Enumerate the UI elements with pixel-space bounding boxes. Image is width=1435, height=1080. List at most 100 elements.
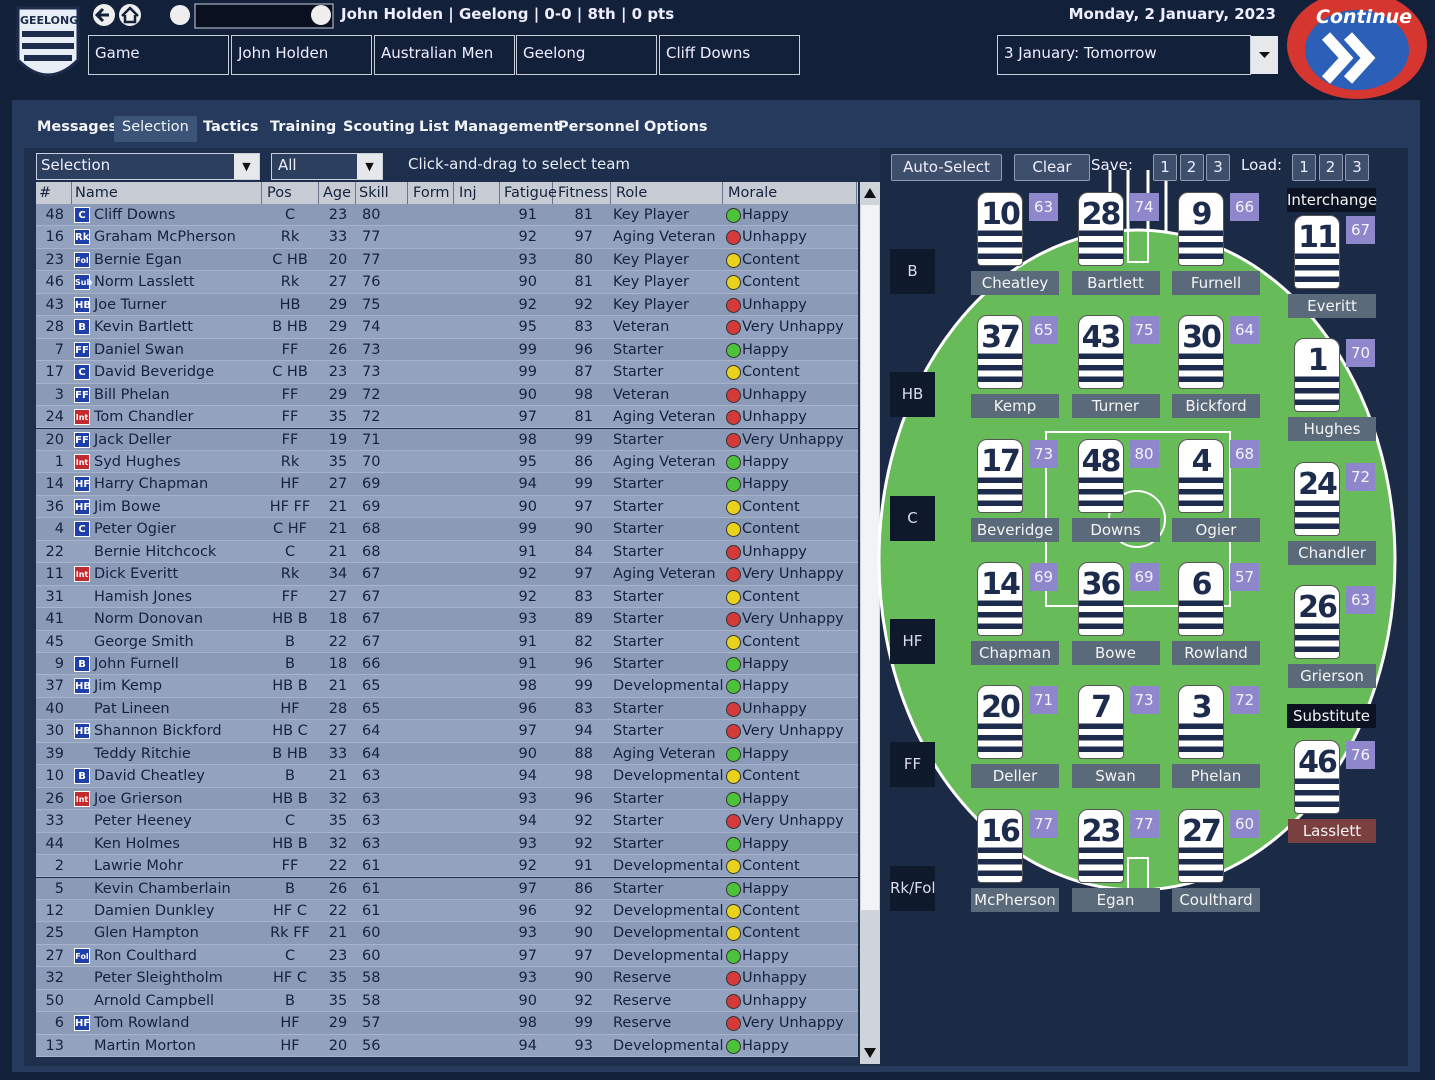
table-row[interactable]: 40 Pat Lineen HF 28 65 96 83 Starter Unhappy [36, 697, 858, 721]
column-header[interactable]: Inj [456, 182, 500, 204]
breadcrumb[interactable]: Game [88, 35, 229, 75]
save-slot[interactable]: 3 [1206, 154, 1230, 181]
table-row[interactable]: 25 Glen Hampton Rk FF 21 60 93 90 Developmental… [36, 922, 858, 945]
jersey[interactable]: 43 [1077, 315, 1124, 390]
auto-select-button[interactable]: Auto-Select [891, 154, 1002, 181]
table-row[interactable]: 50 Arnold Campbell B 35 58 90 92 Reserve Unhappy [36, 989, 858, 1013]
table-row[interactable]: 37 HB Jim Kemp HB B 21 65 98 99 Developmental Hap… [36, 675, 858, 698]
table-row[interactable]: 10 B David Cheatley B 21 63 94 98 Developmental C… [36, 765, 858, 788]
jersey[interactable]: 48 [1077, 438, 1124, 513]
table-row[interactable]: 2 Lawrie Mohr FF 22 61 92 91 Developmental Conte… [36, 855, 858, 878]
load-slot[interactable]: 2 [1318, 154, 1343, 181]
table-row[interactable]: 13 Martin Morton HF 20 56 94 93 Developmental Ha… [36, 1034, 858, 1058]
table-row[interactable]: 9 B John Furnell B 18 66 91 96 Starter Happy [36, 653, 858, 676]
table-row[interactable]: 48 C Cliff Downs C 23 80 91 81 Key Player Happy [36, 204, 858, 227]
table-row[interactable]: 45 George Smith B 22 67 91 82 Starter Content [36, 630, 858, 653]
player-name[interactable]: Everitt [1288, 294, 1376, 318]
view-dropdown[interactable]: Selection [36, 153, 260, 180]
save-slot[interactable]: 1 [1153, 154, 1177, 181]
table-row[interactable]: 27 Fol Ron Coulthard C 23 60 97 97 Developmental… [36, 944, 858, 968]
table-row[interactable]: 44 Ken Holmes HB B 32 63 93 92 Starter Happy [36, 832, 858, 856]
table-row[interactable]: 24 Int Tom Chandler FF 35 72 97 81 Aging Veteran… [36, 406, 858, 429]
table-row[interactable]: 12 Damien Dunkley HF C 22 61 96 92 Developmenta… [36, 899, 858, 923]
jersey[interactable]: 1 [1294, 338, 1340, 413]
table-row[interactable]: 39 Teddy Ritchie B HB 33 64 90 88 Aging Veteran… [36, 742, 858, 766]
player-name[interactable]: Ogier [1172, 517, 1260, 542]
player-name[interactable]: Egan [1071, 887, 1160, 912]
player-name[interactable]: Bickford [1172, 394, 1260, 419]
table-row[interactable]: 7 FF Daniel Swan FF 26 73 99 96 Starter Happy [36, 338, 858, 362]
column-header[interactable]: Pos [264, 182, 319, 204]
table-row[interactable]: 32 Peter Sleightholm HF C 35 58 93 90 Reserve Un… [36, 967, 858, 990]
table-row[interactable]: 3 FF Bill Phelan FF 29 72 90 98 Veteran Unhappy [36, 383, 858, 407]
jersey[interactable]: 37 [977, 315, 1023, 390]
player-name[interactable]: Rowland [1172, 640, 1260, 665]
player-name[interactable]: Phelan [1172, 764, 1260, 789]
save-button[interactable] [170, 5, 190, 25]
column-header[interactable]: Fatigue [501, 182, 557, 204]
jersey[interactable]: 27 [1178, 808, 1224, 883]
player-name[interactable]: Grierson [1288, 663, 1376, 688]
table-row[interactable]: 4 C Peter Ogier C HF 21 68 99 90 Starter Content [36, 518, 858, 541]
jersey[interactable]: 6 [1178, 561, 1224, 636]
table-row[interactable]: 36 HF Jim Bowe HF FF 21 69 90 97 Starter Content [36, 495, 858, 519]
nav-tab[interactable]: Personnel [558, 119, 640, 135]
table-row[interactable]: 17 C David Beveridge C HB 23 73 99 87 Starter Con… [36, 361, 858, 384]
jersey[interactable]: 14 [977, 561, 1023, 636]
nav-tab[interactable]: Selection [114, 116, 197, 142]
player-name[interactable]: Bowe [1071, 640, 1160, 665]
nav-tab[interactable]: Tactics [203, 119, 259, 135]
column-header[interactable]: # [36, 182, 72, 204]
column-header[interactable]: Skill [356, 182, 408, 204]
table-row[interactable]: 23 Fol Bernie Egan C HB 20 77 93 80 Key Player Co… [36, 248, 858, 272]
jersey[interactable]: 30 [1178, 315, 1224, 390]
continue-label[interactable]: Continue [1316, 6, 1413, 28]
table-row[interactable]: 26 Int Joe Grierson HB B 32 63 93 96 Starter Happ… [36, 787, 858, 811]
table-row[interactable]: 16 Rk Graham McPherson Rk 33 77 92 97 Aging Vete… [36, 226, 858, 249]
load-slot[interactable]: 1 [1292, 154, 1316, 181]
jersey[interactable]: 4 [1178, 438, 1224, 513]
jersey[interactable]: 16 [977, 808, 1023, 883]
table-row[interactable]: 30 HB Shannon Bickford HB C 27 64 97 94 Starter V… [36, 720, 858, 743]
jersey[interactable]: 11 [1294, 215, 1340, 289]
nav-tab[interactable]: Training [270, 119, 337, 135]
player-name[interactable]: Turner [1071, 394, 1160, 419]
column-header[interactable]: Role [613, 182, 723, 204]
breadcrumb[interactable]: John Holden [231, 35, 372, 75]
jersey[interactable]: 7 [1077, 685, 1124, 760]
breadcrumb[interactable]: Geelong [516, 35, 657, 75]
jersey[interactable]: 17 [977, 438, 1023, 513]
player-name[interactable]: Swan [1071, 764, 1160, 789]
player-name[interactable]: Chandler [1288, 540, 1376, 565]
table-row[interactable]: 33 Peter Heeney C 35 63 94 92 Starter Very Unhap… [36, 810, 858, 833]
jersey[interactable]: 36 [1077, 561, 1124, 636]
search-icon[interactable] [311, 5, 331, 25]
player-name[interactable]: Downs [1071, 517, 1160, 542]
nav-tab[interactable]: Options [644, 119, 708, 135]
table-row[interactable]: 41 Norm Donovan HB B 18 67 93 89 Starter Very Un… [36, 608, 858, 631]
column-header[interactable]: Form [410, 182, 454, 204]
table-row[interactable]: 46 Sub Norm Lasslett Rk 27 76 90 81 Key Player Co… [36, 271, 858, 294]
table-row[interactable]: 31 Hamish Jones FF 27 67 92 83 Starter Content [36, 585, 858, 609]
search-box[interactable] [194, 3, 334, 29]
load-slot[interactable]: 3 [1345, 154, 1369, 181]
nav-tab[interactable]: Messages [37, 119, 118, 135]
jersey[interactable]: 24 [1294, 461, 1340, 536]
table-row[interactable]: 14 HF Harry Chapman HF 27 69 94 99 Starter Happy [36, 473, 858, 496]
player-name[interactable]: Chapman [971, 640, 1059, 665]
nav-tab[interactable]: Scouting [343, 119, 415, 135]
player-name[interactable]: Cheatley [971, 271, 1059, 295]
table-row[interactable]: 20 FF Jack Deller FF 19 71 98 99 Starter Very Unh… [36, 428, 858, 451]
jersey[interactable]: 20 [977, 685, 1023, 760]
jersey[interactable]: 26 [1294, 584, 1340, 659]
jersey[interactable]: 23 [1077, 808, 1124, 883]
column-header[interactable]: Fitness [555, 182, 611, 204]
jersey[interactable]: 10 [977, 192, 1023, 266]
dropdown-arrow[interactable]: ▼ [357, 154, 382, 179]
table-row[interactable]: 5 Kevin Chamberlain B 26 61 97 86 Starter Happy [36, 877, 858, 900]
player-name[interactable]: Kemp [971, 394, 1059, 419]
table-row[interactable]: 43 HB Joe Turner HB 29 75 92 92 Key Player Unhapp… [36, 293, 858, 317]
jersey[interactable]: 46 [1294, 740, 1340, 814]
player-name[interactable]: Hughes [1288, 417, 1376, 442]
jersey[interactable]: 28 [1077, 192, 1124, 266]
